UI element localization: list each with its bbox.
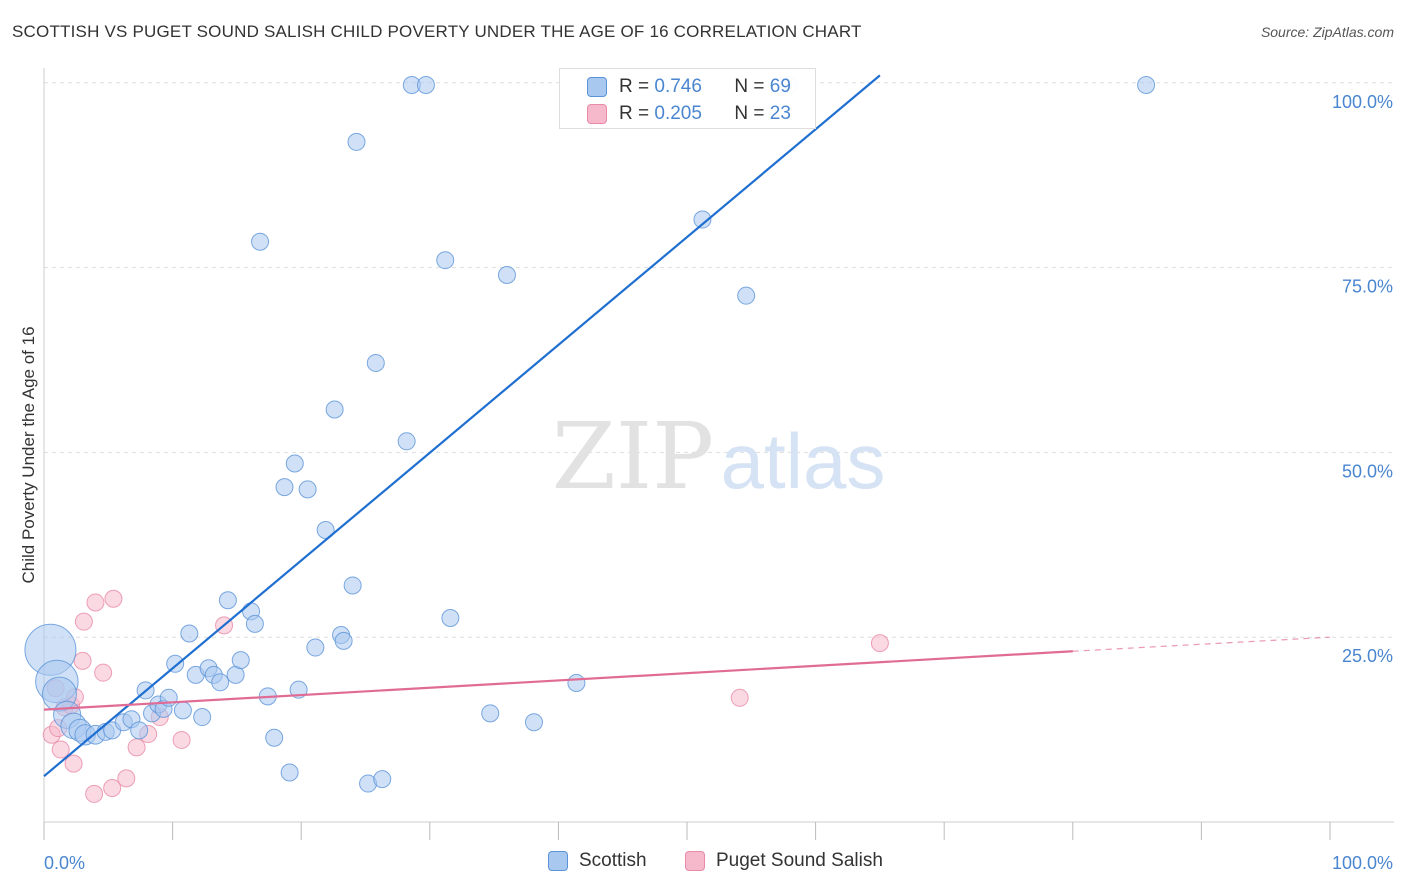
data-point (343, 576, 362, 595)
data-point (441, 608, 460, 627)
tick-labels: 25.0% 50.0% 75.0% 100.0% 0.0% 100.0% (44, 92, 1393, 873)
x-tick-label: 0.0% (44, 853, 85, 873)
y-tick-label: 25.0% (1342, 646, 1393, 666)
data-point (180, 624, 199, 643)
legend-n-label: N = (734, 103, 765, 124)
data-point (51, 740, 70, 759)
trend-line-extension (1072, 636, 1331, 652)
salish-swatch (587, 104, 607, 124)
legend-n-value: 69 (769, 76, 791, 97)
data-point (251, 232, 270, 251)
legend-row-salish: R = 0.205 N = 23 (560, 100, 791, 128)
data-point (73, 651, 92, 670)
data-point (481, 704, 500, 723)
legend-n-label: N = (734, 76, 765, 97)
data-point (127, 738, 146, 757)
data-point (172, 730, 191, 749)
data-point (416, 76, 435, 95)
axes (43, 68, 1394, 840)
data-point (130, 721, 149, 740)
data-point (730, 688, 749, 707)
legend-label-salish: Puget Sound Salish (716, 850, 883, 871)
legend-row-scottish: R = 0.746 N = 69 (560, 73, 791, 101)
data-point (117, 769, 136, 788)
data-point (173, 701, 192, 720)
data-point (64, 754, 83, 773)
legend-r-label: R = (619, 76, 650, 97)
source-credit: Source: ZipAtlas.com (1260, 24, 1394, 40)
grid-lines (44, 82, 1394, 638)
legend-item-salish[interactable]: Puget Sound Salish (685, 850, 883, 872)
data-point (231, 651, 250, 670)
data-point (166, 654, 185, 673)
data-point (436, 251, 455, 270)
data-point (94, 663, 113, 682)
data-point (373, 770, 392, 789)
legend-n-value: 23 (769, 103, 791, 124)
watermark: ZIP atlas (552, 403, 885, 510)
data-point (218, 591, 237, 610)
chart-title: SCOTTISH VS PUGET SOUND SALISH CHILD POV… (12, 22, 862, 41)
trend-line (43, 74, 881, 778)
data-point (693, 210, 712, 229)
scottish-swatch (587, 77, 607, 97)
data-point (347, 132, 366, 151)
data-point (497, 265, 516, 284)
data-point (737, 286, 756, 305)
data-point (74, 612, 93, 631)
legend-label-scottish: Scottish (579, 850, 647, 871)
data-point (211, 673, 230, 692)
scottish-swatch (548, 851, 568, 871)
stats-legend: R = 0.746 N = 69 R = 0.205 N = 23 (559, 68, 816, 129)
data-point (306, 638, 325, 657)
y-axis-label: Child Poverty Under the Age of 16 (19, 326, 38, 583)
x-tick-label: 100.0% (1332, 853, 1393, 873)
data-point (275, 478, 294, 497)
watermark-zip: ZIP (552, 403, 714, 510)
data-point (1137, 76, 1156, 95)
y-tick-label: 50.0% (1342, 461, 1393, 481)
series-legend: Scottish Puget Sound Salish (0, 850, 1406, 880)
data-point (298, 480, 317, 499)
data-point (567, 674, 586, 693)
data-point (285, 454, 304, 473)
legend-r-value: 0.205 (654, 103, 702, 124)
data-point (104, 589, 123, 608)
legend-r-value: 0.746 (654, 76, 702, 97)
data-point (334, 631, 353, 650)
data-point (245, 614, 264, 633)
y-tick-label: 75.0% (1342, 277, 1393, 297)
trend-lines (43, 74, 1331, 778)
data-point (280, 763, 299, 782)
data-point (316, 521, 335, 540)
salish-swatch (685, 851, 705, 871)
data-point (325, 400, 344, 419)
data-point (265, 728, 284, 747)
legend-item-scottish[interactable]: Scottish (548, 850, 647, 872)
data-point (193, 708, 212, 727)
data-point (103, 778, 122, 797)
y-tick-label: 100.0% (1332, 92, 1393, 112)
data-point (870, 634, 889, 653)
data-point (397, 432, 416, 451)
data-point (86, 593, 105, 612)
data-point (524, 713, 543, 732)
trend-line (43, 650, 1073, 711)
legend-r-label: R = (619, 103, 650, 124)
data-point (366, 353, 385, 372)
watermark-atlas: atlas (721, 417, 886, 505)
data-point (85, 784, 104, 803)
